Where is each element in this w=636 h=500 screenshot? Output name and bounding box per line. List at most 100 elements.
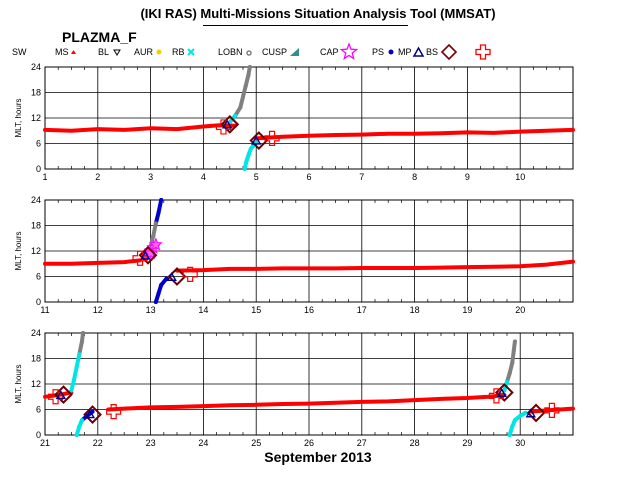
- orbit-point: [151, 234, 156, 239]
- mp-marker: [140, 250, 151, 260]
- y-axis-label: MLT, hours: [14, 232, 23, 271]
- x-tick-label: 1: [42, 172, 47, 182]
- x-tick-label: 30: [515, 438, 525, 448]
- orbit-point: [156, 291, 161, 296]
- y-tick-label: 0: [36, 297, 41, 307]
- x-tick-label: 29: [462, 438, 472, 448]
- legend-item-bs-cross: [475, 44, 491, 60]
- orbit-point: [244, 158, 249, 163]
- y-tick-label: 18: [31, 354, 41, 364]
- x-tick-label: 25: [251, 438, 261, 448]
- orbit-arc-segment: [77, 339, 84, 357]
- y-axis-label: MLT, hours: [14, 99, 23, 138]
- legend-item-aur: AUR: [134, 47, 162, 57]
- x-tick-label: 10: [515, 172, 525, 182]
- aur-icon: [156, 49, 162, 55]
- orbit-point: [77, 352, 82, 357]
- x-tick-label: 22: [93, 438, 103, 448]
- sw-trace: [254, 127, 575, 141]
- mission-name: PLAZMA_F: [62, 29, 137, 45]
- orbit-arc-segment: [151, 221, 158, 239]
- y-tick-label: 6: [36, 139, 41, 149]
- orbit-arc-segment: [156, 198, 164, 215]
- mp-marker: [84, 409, 96, 419]
- legend-label: LOBN: [218, 47, 243, 57]
- y-tick-label: 24: [31, 195, 41, 205]
- bs-marker: [249, 131, 269, 150]
- orbit-point: [241, 94, 245, 99]
- mp-marker: [55, 390, 67, 400]
- legend-item-cap: CAP: [320, 42, 359, 60]
- legend-label: PS: [372, 47, 384, 57]
- legend-label: BL: [98, 47, 109, 57]
- sw-trace: [43, 123, 238, 133]
- x-tick-label: 28: [410, 438, 420, 448]
- y-tick-label: 18: [31, 88, 41, 98]
- orbit-point: [512, 339, 517, 344]
- orbit-point: [510, 360, 515, 365]
- x-tick-label: 3: [148, 172, 153, 182]
- bs-cross-marker: [106, 404, 122, 420]
- y-tick-label: 12: [31, 379, 41, 389]
- x-tick-label: 27: [357, 438, 367, 448]
- ps-icon: [388, 49, 394, 55]
- orbit-point: [156, 210, 161, 215]
- lobn-icon: [246, 50, 252, 56]
- rb-icon: [187, 48, 195, 56]
- plot-frame: [44, 332, 574, 436]
- legend-label: SW: [12, 47, 27, 57]
- legend-item-ms: MS: [55, 47, 76, 57]
- orbit-point: [247, 65, 252, 69]
- panel-3: 0 6 12 18 24 21 22 23 24 25 26 27 28 29 30 MLT, hours: [14, 328, 575, 448]
- legend-item-mp: MP: [398, 46, 425, 57]
- sw-trace: [175, 259, 575, 273]
- y-tick-label: 24: [31, 328, 41, 338]
- legend-label: MS: [55, 47, 69, 57]
- orbit-point: [77, 424, 82, 429]
- orbit-point: [512, 418, 517, 423]
- mp-icon: [412, 46, 425, 57]
- orbit-point: [246, 73, 251, 78]
- orbit-point: [79, 339, 84, 344]
- sw-trace: [528, 406, 575, 414]
- orbit-point: [246, 152, 251, 157]
- y-tick-label: 6: [36, 405, 41, 415]
- orbit-point: [518, 413, 523, 418]
- legend-label: AUR: [134, 47, 154, 57]
- bs-cross-marker: [182, 266, 198, 282]
- orbit-point: [159, 198, 164, 202]
- y-axis-label: MLT, hours: [14, 365, 23, 404]
- orbit-point: [81, 331, 86, 335]
- cap-marker: [143, 245, 158, 260]
- orbit-point: [74, 433, 79, 437]
- bs-icon: [440, 43, 458, 61]
- ms-icon: [71, 50, 76, 54]
- bs-cross-marker: [215, 119, 232, 135]
- legend-item-rb: RB: [172, 47, 195, 57]
- x-tick-label: 17: [357, 305, 367, 315]
- orbit-point: [233, 113, 238, 118]
- panel-2: 0 6 12 18 24 11 12 13 14 15 16 17 18 19 20 MLT, hours: [14, 195, 575, 315]
- bs-cross-marker: [47, 389, 64, 405]
- x-tick-label: 5: [254, 172, 259, 182]
- orbit-point: [248, 146, 253, 151]
- cap-icon: [339, 42, 359, 60]
- x-tick-label: 19: [462, 305, 472, 315]
- x-tick-label: 26: [304, 438, 314, 448]
- orbit-point: [69, 388, 74, 393]
- bs-cross-marker: [544, 402, 560, 418]
- orbit-arc-segment: [510, 348, 516, 365]
- legend-item-bs: BS: [426, 43, 458, 61]
- legend-label: RB: [172, 47, 185, 57]
- bl-icon: [113, 49, 121, 56]
- mp-marker: [496, 387, 507, 398]
- x-tick-label: 24: [198, 438, 208, 448]
- x-tick-label: 11: [40, 305, 49, 315]
- y-tick-label: 12: [31, 246, 41, 256]
- cusp-icon: [290, 48, 299, 56]
- orbit-point: [159, 283, 164, 287]
- legend-item-ps: PS: [372, 47, 394, 57]
- orbit-point: [238, 105, 243, 110]
